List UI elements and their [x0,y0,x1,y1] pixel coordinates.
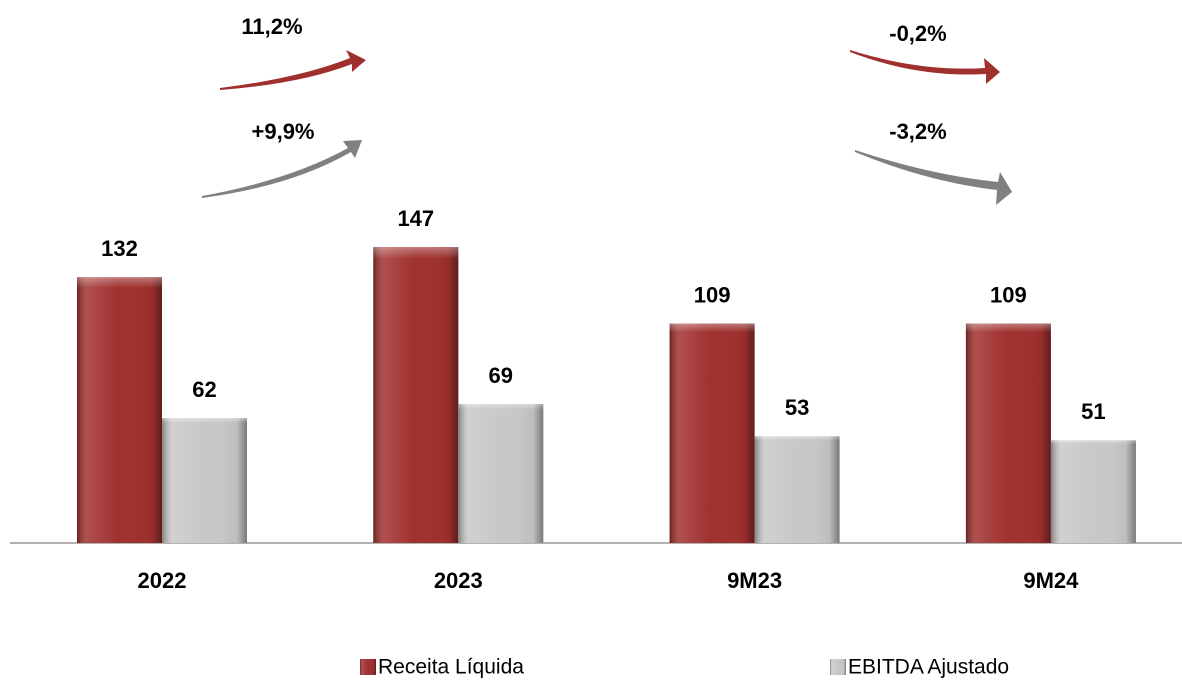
annotation: -3,2% [889,119,946,144]
bar-shade [458,404,544,543]
data-label: 109 [990,282,1027,307]
x-tick-label: 9M23 [727,568,782,593]
legend-swatch-shade [360,659,376,675]
bar-shade [669,323,755,543]
data-label: 53 [785,395,809,420]
data-label: 51 [1081,399,1105,424]
x-tick-label: 2023 [434,568,483,593]
legend-label: EBITDA Ajustado [848,656,1009,679]
arrow [202,140,362,198]
data-label: 147 [397,206,434,231]
bar-shade [754,436,840,543]
bar-shade [1050,440,1136,543]
annotation: -0,2% [889,21,946,46]
annotation: 11,2% [241,14,302,39]
data-label: 62 [192,377,216,402]
data-label: 132 [101,236,138,261]
x-tick-label: 9M24 [1023,568,1079,593]
data-label: 109 [694,282,731,307]
legend-label: Receita Líquida [378,656,524,679]
bar-shade [77,277,162,543]
bar-shade [162,418,247,543]
arrow [220,50,366,90]
bar-shade [373,247,459,543]
arrow [850,50,1000,84]
arrow [855,150,1012,205]
bar-shade [965,323,1051,543]
legend-swatch-shade [830,659,846,675]
data-label: 69 [489,363,513,388]
annotation: +9,9% [252,119,315,144]
x-tick-label: 2022 [138,568,187,593]
